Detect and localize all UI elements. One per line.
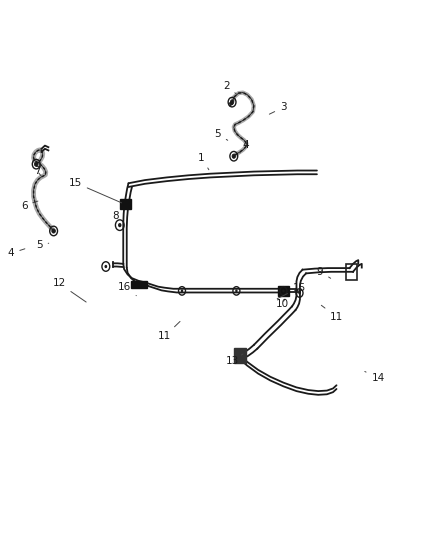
Circle shape [52,229,55,233]
Text: 7: 7 [34,166,41,176]
Text: 1: 1 [198,153,209,169]
Text: 4: 4 [240,140,250,153]
Circle shape [118,223,121,227]
Text: 3: 3 [269,102,286,114]
Text: 6: 6 [21,200,38,211]
Text: 4: 4 [8,248,25,259]
Text: 10: 10 [276,298,289,309]
Text: 12: 12 [53,278,86,302]
Bar [346,264,357,280]
Text: 13: 13 [225,354,243,366]
Bar [131,281,147,288]
Bar [120,199,131,209]
Text: 5: 5 [36,240,49,251]
Circle shape [232,154,236,158]
Text: 11: 11 [158,321,180,342]
Text: 11: 11 [321,305,343,322]
Circle shape [230,100,234,104]
Circle shape [105,265,107,268]
Circle shape [35,162,38,166]
Text: 2: 2 [223,81,237,94]
Text: 14: 14 [365,372,385,383]
Text: 16: 16 [118,281,136,296]
Circle shape [282,289,285,293]
Circle shape [235,289,238,293]
Text: 15: 15 [69,177,122,203]
Bar [278,286,289,296]
Text: 8: 8 [112,211,120,224]
Bar [234,348,247,363]
Circle shape [298,292,301,295]
Text: 15: 15 [277,282,306,298]
Text: 9: 9 [317,267,331,278]
Circle shape [181,289,183,293]
Text: 5: 5 [215,129,228,140]
